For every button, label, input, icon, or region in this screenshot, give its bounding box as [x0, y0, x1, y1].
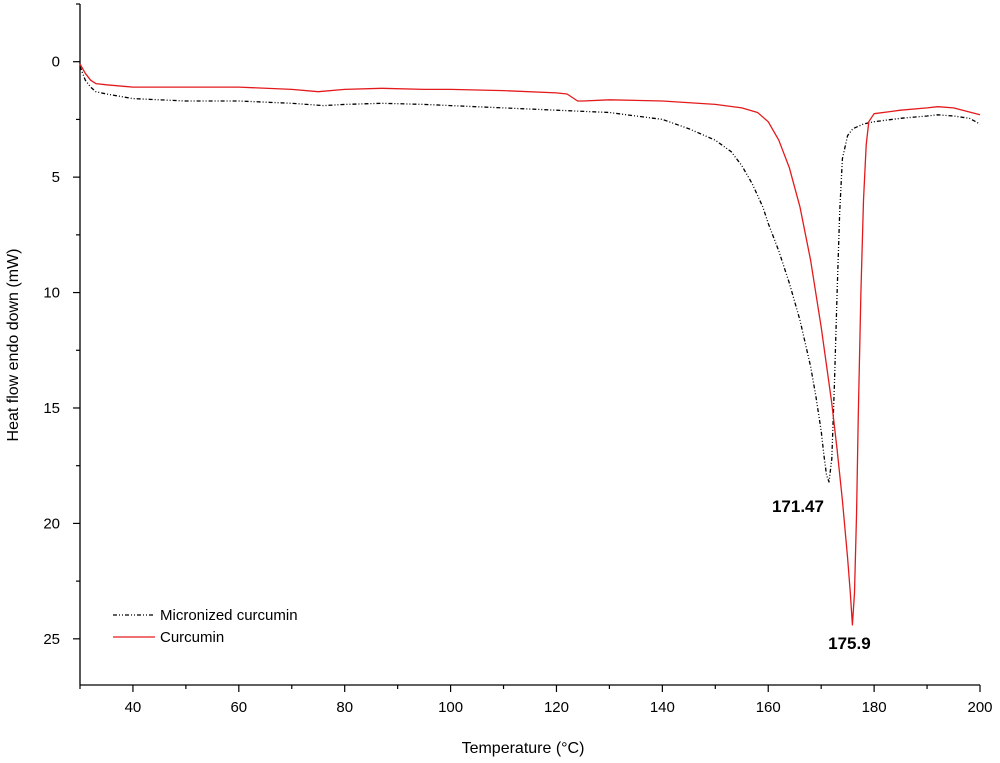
series-line-curcumin	[79, 63, 981, 626]
annotation-layer: 171.47 175.9	[772, 497, 871, 653]
plot-area	[79, 4, 980, 686]
x-tick-label: 40	[125, 699, 142, 716]
x-tick-label: 180	[862, 699, 887, 716]
x-tick-label: 200	[967, 699, 992, 716]
y-tick-label: 10	[43, 285, 60, 302]
y-tick-label: 25	[43, 631, 60, 648]
legend-label: Micronized curcumin	[160, 607, 298, 624]
y-axis-ticks: 0 5 10 15 20 25	[43, 3, 80, 648]
x-tick-label: 140	[650, 699, 675, 716]
x-tick-label: 80	[336, 699, 353, 716]
x-tick-label: 100	[438, 699, 463, 716]
x-tick-label: 60	[230, 699, 247, 716]
x-tick-label: 160	[756, 699, 781, 716]
peak-annotation: 175.9	[828, 634, 871, 653]
legend-label: Curcumin	[160, 629, 224, 646]
series-layer	[79, 63, 981, 626]
series-line-micronized-curcumin	[79, 66, 981, 483]
legend: Micronized curcumin Curcumin	[113, 607, 298, 646]
peak-annotation: 171.47	[772, 497, 824, 516]
y-tick-label: 0	[52, 54, 60, 71]
x-tick-label: 120	[544, 699, 569, 716]
y-tick-label: 5	[52, 169, 60, 186]
y-tick-label: 15	[43, 400, 60, 417]
x-axis-ticks: 40 60 80 100 120 140 160 180 200	[79, 685, 993, 716]
y-axis-title: Heat flow endo down (mW)	[5, 249, 22, 442]
x-axis-title: Temperature (°C)	[462, 740, 585, 757]
y-tick-label: 20	[43, 515, 60, 532]
